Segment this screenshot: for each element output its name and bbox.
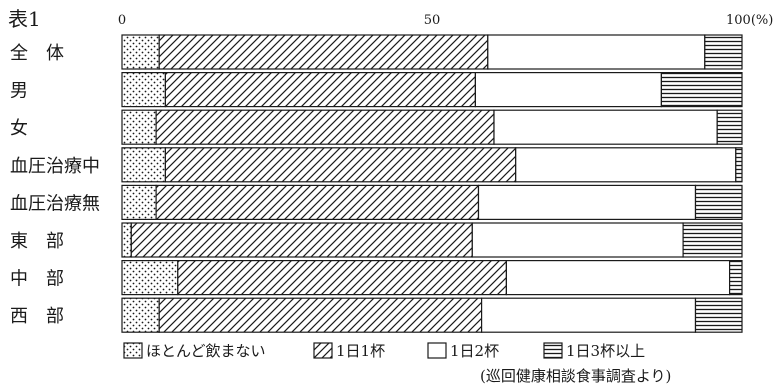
bar-segment-dots [121, 147, 167, 183]
category-label: 血圧治療中 [10, 156, 100, 177]
bar-segment-blank [487, 34, 706, 70]
axis-tick-label: 100(%) [726, 13, 773, 28]
bars [121, 34, 743, 333]
bar-segment-horizontal [660, 71, 743, 108]
bar-segment-horizontal [694, 184, 743, 220]
legend-label: ほとんど飲まない [146, 342, 266, 360]
legend-label: 1日1杯 [336, 342, 385, 360]
category-label: 女 [10, 118, 28, 139]
bar-segment-dots [121, 184, 157, 220]
category-label: 東 部 [10, 231, 64, 252]
legend-swatch-blank [427, 342, 447, 359]
bar-segment-blank [505, 260, 731, 296]
bar-segment-diagonal [158, 297, 483, 333]
axis-ticks: 0 50 100(%) [118, 13, 773, 28]
bar-segment-dots [121, 109, 157, 145]
bar-segment-dots [121, 34, 160, 70]
legend-swatch-diagonal [313, 342, 333, 359]
category-label: 全 体 [10, 43, 64, 64]
legend-swatch-dots [123, 342, 143, 359]
legend-label: 1日2杯 [450, 342, 499, 360]
axis-tick-label: 0 [118, 13, 126, 28]
bar-segment-diagonal [130, 222, 473, 258]
bar-segment-blank [474, 71, 662, 108]
bar-segment-diagonal [177, 260, 508, 296]
category-label: 西 部 [10, 306, 64, 327]
bar-segment-diagonal [155, 184, 480, 220]
bar-segment-dots [121, 260, 179, 296]
bar-segment-horizontal [704, 34, 743, 70]
bar-segment-dots [121, 71, 167, 108]
bar-segment-blank [471, 222, 684, 258]
bar-segment-blank [477, 184, 697, 220]
legend: ほとんど飲まない 1日1杯 1日2杯 1日3杯以上 [123, 342, 645, 360]
bar-segment-diagonal [158, 34, 489, 70]
bar-segment-diagonal [155, 109, 495, 145]
category-label: 男 [10, 81, 28, 102]
category-label: 血圧治療無 [10, 193, 100, 214]
bar-segment-horizontal [694, 297, 743, 333]
bar-segment-dots [121, 297, 160, 333]
bar-segment-blank [515, 147, 737, 183]
bar-segment-horizontal [716, 109, 743, 145]
source-note: (巡回健康相談食事調査より) [480, 367, 671, 385]
bar-segment-blank [481, 297, 697, 333]
bar-segment-horizontal [735, 147, 743, 183]
bar-segment-horizontal [728, 260, 743, 296]
axis-tick-label: 50 [424, 13, 441, 28]
category-label: 中 部 [10, 269, 64, 290]
legend-label: 1日3杯以上 [566, 342, 645, 360]
bar-segment-horizontal [682, 222, 743, 258]
legend-swatch-horizontal [543, 342, 563, 359]
bar-segment-diagonal [164, 71, 476, 108]
bar-segment-dots [121, 222, 132, 258]
bar-segment-diagonal [164, 147, 517, 183]
bar-segment-blank [493, 109, 718, 145]
chart-title: 表1 [8, 7, 41, 31]
